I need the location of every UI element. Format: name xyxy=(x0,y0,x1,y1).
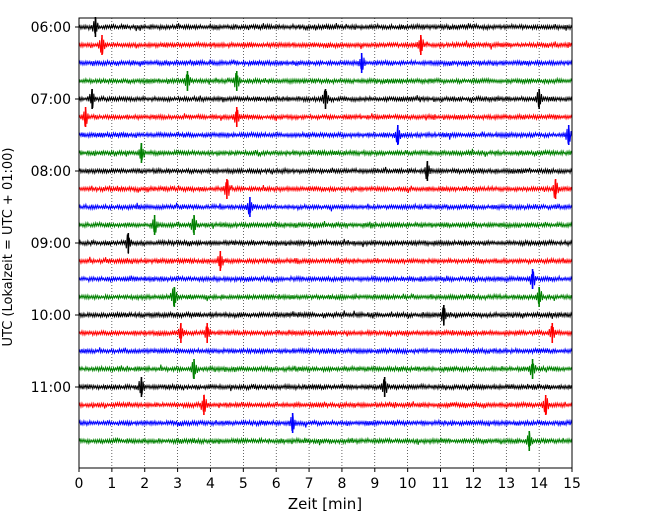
trace-0945 xyxy=(78,287,573,306)
trace-0800 xyxy=(78,162,573,180)
x-tick-label: 14 xyxy=(530,476,548,492)
trace-1045 xyxy=(78,361,573,379)
x-tick-label: 3 xyxy=(173,476,182,492)
x-axis-label: Zeit [min] xyxy=(288,495,362,513)
trace-0630 xyxy=(78,55,573,70)
trace-0830 xyxy=(78,200,573,215)
x-tick-label: 11 xyxy=(432,476,450,492)
trace-1015 xyxy=(78,324,573,343)
x-tick-label: 1 xyxy=(107,476,116,492)
y-tick-label: 10:00 xyxy=(31,308,71,324)
y-axis-label: UTC (Lokalzeit = UTC + 01:00) xyxy=(1,148,16,347)
trace-0645 xyxy=(78,73,573,90)
y-axis: 06:00 07:00 08:00 09:00 10:00 11:00 xyxy=(31,20,79,396)
x-tick-label: 15 xyxy=(563,476,581,492)
trace-1115 xyxy=(78,394,573,415)
x-tick-label: 12 xyxy=(464,476,482,492)
x-tick-label: 6 xyxy=(272,476,281,492)
x-tick-label: 2 xyxy=(140,476,149,492)
y-tick-label: 08:00 xyxy=(31,164,71,180)
trace-0915 xyxy=(78,254,573,269)
x-tick-label: 8 xyxy=(337,476,346,492)
trace-0715 xyxy=(78,109,573,127)
trace-1030 xyxy=(78,346,573,356)
x-tick-label: 10 xyxy=(399,476,417,492)
y-tick-label: 11:00 xyxy=(31,380,71,396)
trace-0730 xyxy=(78,127,573,144)
trace-0745 xyxy=(78,143,573,161)
y-tick-label: 09:00 xyxy=(31,236,71,252)
trace-0930 xyxy=(78,271,573,289)
x-axis: 0 1 2 3 4 5 6 7 8 9 10 11 12 13 14 15 xyxy=(75,468,581,492)
trace-1100 xyxy=(78,378,573,397)
x-tick-label: 4 xyxy=(206,476,215,492)
trace-0845 xyxy=(78,216,573,233)
x-tick-label: 9 xyxy=(370,476,379,492)
x-tick-label: 5 xyxy=(239,476,248,492)
y-tick-label: 07:00 xyxy=(31,92,71,108)
trace-1145 xyxy=(78,432,573,447)
trace-group xyxy=(78,17,573,451)
x-tick-label: 0 xyxy=(75,476,84,492)
trace-1130 xyxy=(78,414,573,432)
trace-0815 xyxy=(78,180,573,198)
trace-0615 xyxy=(78,36,573,54)
x-tick-label: 7 xyxy=(305,476,314,492)
trace-1000 xyxy=(78,307,573,326)
x-tick-label: 13 xyxy=(497,476,515,492)
trace-0600 xyxy=(78,18,573,34)
trace-0900 xyxy=(78,234,573,254)
y-tick-label: 06:00 xyxy=(31,20,71,36)
